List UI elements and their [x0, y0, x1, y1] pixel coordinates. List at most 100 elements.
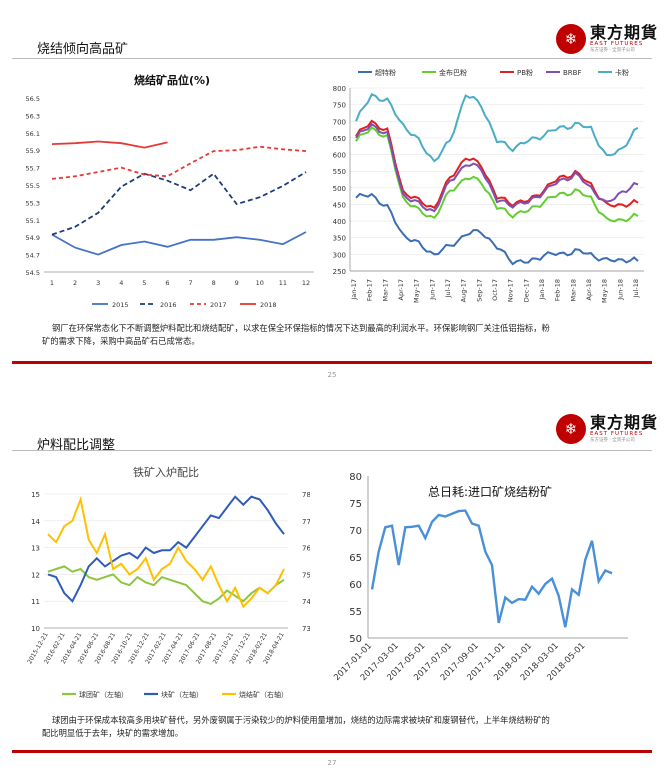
y-tick-label: 55.1 — [26, 217, 40, 225]
logo: ❄ 東方期貨 EAST FUTURES 东方证券 · 全资子公司 — [556, 24, 658, 54]
y-tick-label: 650 — [333, 135, 346, 143]
series-line-2016 — [51, 171, 307, 236]
y-tick-label: 450 — [333, 201, 346, 209]
logo-tagline: 东方证券 · 全资子公司 — [590, 48, 635, 53]
y-left-tick-label: 13 — [31, 545, 40, 553]
series-line-total — [370, 509, 613, 628]
title-divider — [12, 450, 652, 451]
x-tick-label: 9 — [235, 279, 239, 287]
iron-ore-price-chart: 250 300 350 400 450 500 550 600 650 700 750 800 Jan-… — [333, 68, 644, 303]
x-tick-label: 12 — [302, 279, 310, 287]
furnace-charge-ratio-chart: 铁矿入炉配比1011121314157374757677782015-12-21… — [26, 466, 310, 699]
x-tick-label: May-17 — [413, 279, 421, 303]
chart-title: 烧结矿品位(%) — [134, 73, 210, 87]
y-tick-label: 70 — [349, 526, 362, 537]
series-line-块矿（左轴） — [47, 495, 285, 603]
x-tick-label: 3 — [96, 279, 100, 287]
series-line-卡粉 — [355, 92, 639, 163]
caption: 球团由于环保成本较高多用块矿替代，另外废钢属于污染较少的炉料使用量增加，烧结的边… — [42, 714, 652, 740]
x-tick-label: 2 — [73, 279, 77, 287]
y-left-tick-label: 10 — [31, 625, 40, 633]
legend-label: 2015 — [112, 301, 129, 309]
legend-label: 金布巴粉 — [439, 68, 467, 77]
y-tick-label: 700 — [333, 118, 346, 126]
logo: ❄ 東方期貨 EAST FUTURES 东方证券 · 全资子公司 — [556, 414, 658, 444]
x-tick-label: Mar-18 — [569, 279, 577, 301]
logo-en: EAST FUTURES — [590, 41, 644, 47]
x-tick-label: 11 — [279, 279, 287, 287]
legend-label: 2016 — [160, 301, 177, 309]
legend-label: PB粉 — [517, 68, 533, 77]
y-tick-label: 56.3 — [26, 112, 40, 120]
series-line-2018 — [51, 140, 168, 149]
title-divider — [12, 58, 652, 59]
y-tick-label: 55.5 — [26, 182, 40, 190]
x-tick-label: Jul-17 — [444, 279, 452, 298]
y-right-tick-label: 74 — [302, 598, 310, 606]
y-tick-label: 54.7 — [26, 252, 40, 260]
x-tick-label: Mar-17 — [381, 279, 389, 301]
y-tick-label: 500 — [333, 185, 346, 193]
y-tick-label: 55.7 — [26, 165, 40, 173]
y-tick-label: 60 — [349, 580, 362, 591]
y-left-tick-label: 14 — [31, 518, 40, 526]
series-line-2015 — [51, 231, 307, 256]
y-tick-label: 550 — [333, 168, 346, 176]
caption-line-1: 钢厂在环保常态化下不断调整炉料配比和烧结配矿，以求在保全环保指标的情况下达到最高… — [52, 323, 550, 333]
legend-label: 超特粉 — [375, 68, 396, 77]
y-tick-label: 250 — [333, 268, 346, 276]
footer-bar — [12, 750, 652, 753]
legend-label: 2017 — [210, 301, 227, 309]
y-tick-label: 300 — [333, 251, 346, 259]
y-right-tick-label: 76 — [302, 545, 310, 553]
x-tick-label: Feb-18 — [554, 279, 562, 301]
y-tick-label: 54.9 — [26, 234, 40, 242]
x-tick-label: Feb-17 — [366, 279, 374, 301]
x-tick-label: Jun-18 — [616, 279, 624, 301]
x-tick-label: Nov-17 — [507, 279, 515, 302]
x-tick-label: Jun-17 — [428, 279, 436, 301]
y-left-tick-label: 15 — [31, 491, 40, 499]
chart-title: 总日耗:进口矿烧结粉矿 — [428, 485, 552, 499]
x-tick-label: 4 — [119, 279, 123, 287]
y-tick-label: 80 — [349, 472, 362, 483]
y-tick-label: 56.1 — [26, 130, 40, 138]
page-title: 炉料配比调整 — [37, 438, 116, 453]
series-line-球团矿（左轴） — [47, 565, 285, 606]
page-title: 烧结倾向高品矿 — [37, 42, 129, 57]
legend-label: 球团矿（左轴） — [79, 690, 128, 699]
logo-mark-icon: ❄ — [556, 414, 586, 444]
legend-label: 2018 — [260, 301, 277, 309]
sinter-fines-consumption-chart: 总日耗:进口矿烧结粉矿505560657075802017-01-012017-… — [332, 472, 628, 683]
caption-line-1: 球团由于环保成本较高多用块矿替代，另外废钢属于污染较少的炉料使用量增加，烧结的边… — [52, 715, 550, 725]
y-tick-label: 400 — [333, 218, 346, 226]
series-line-超特粉 — [355, 192, 639, 266]
y-tick-label: 75 — [349, 499, 362, 510]
x-tick-label: 5 — [142, 279, 146, 287]
page-number: 27 — [327, 759, 337, 767]
x-tick-label: Oct-17 — [491, 279, 499, 301]
y-tick-label: 56.5 — [26, 95, 40, 103]
x-tick-label: 1 — [50, 279, 54, 287]
slide-page-27: 炉料配比调整 ❄ 東方期貨 EAST FUTURES 东方证券 · 全资子公司 … — [0, 388, 664, 773]
y-tick-label: 800 — [333, 85, 346, 93]
slide-page-25: 烧结倾向高品矿 ❄ 東方期貨 EAST FUTURES 东方证券 · 全资子公司… — [0, 0, 664, 385]
logo-cn: 東方期貨 — [590, 23, 659, 42]
legend-label: BRBF — [563, 69, 582, 77]
chart-title: 铁矿入炉配比 — [133, 466, 199, 479]
y-tick-label: 55.3 — [26, 199, 40, 207]
caption-line-2: 矿的需求下降，采购中高品矿石已成常态。 — [42, 336, 200, 346]
y-tick-label: 54.5 — [26, 269, 40, 277]
y-right-tick-label: 75 — [302, 571, 310, 579]
y-right-tick-label: 78 — [302, 491, 310, 499]
footer-bar — [12, 361, 652, 364]
y-tick-label: 65 — [349, 553, 362, 564]
x-tick-label: 7 — [188, 279, 192, 287]
x-tick-label: Apr-17 — [397, 279, 405, 300]
x-tick-label: Jan-17 — [350, 279, 358, 301]
y-right-tick-label: 73 — [302, 625, 310, 633]
y-tick-label: 600 — [333, 152, 346, 160]
y-tick-label: 350 — [333, 235, 346, 243]
logo-en: EAST FUTURES — [590, 431, 644, 437]
y-tick-label: 750 — [333, 102, 346, 110]
